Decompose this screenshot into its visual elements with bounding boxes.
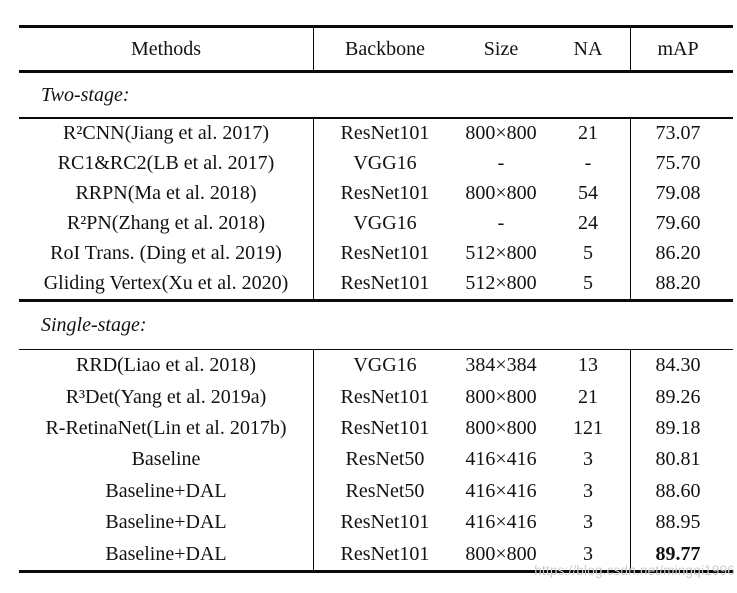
section-label-single-stage: Single-stage: [41,313,147,336]
na-cell: 21 [578,122,598,144]
backbone-cell: ResNet101 [313,538,456,570]
backbone-cell: ResNet101 [313,412,456,445]
table-row: R-RetinaNet(Lin et al. 2017b) ResNet101 … [19,412,733,445]
bottom-rule [19,569,733,573]
section-row-two-stage: Two-stage: [19,73,733,117]
size-cell: 800×800 [465,416,537,439]
table-row: R³Det(Yang et al. 2019a) ResNet101 800×8… [19,381,733,413]
table-row-best: Baseline+DAL ResNet101 800×800 3 89.77 [19,538,733,570]
backbone-cell: ResNet50 [313,475,456,507]
map-cell: 89.18 [630,412,733,445]
na-cell: 24 [578,212,598,234]
column-header-na: NA [573,37,603,60]
table-row: RRPN(Ma et al. 2018) ResNet101 800×800 5… [19,178,733,209]
map-cell: 89.26 [630,381,733,413]
map-cell: 75.70 [630,148,733,179]
size-cell: 800×800 [465,542,537,565]
table-row: Gliding Vertex(Xu et al. 2020) ResNet101… [19,268,733,299]
method-cell: R-RetinaNet(Lin et al. 2017b) [45,416,287,439]
top-rule [19,25,733,28]
csdn-watermark: https://blog.csdn.net/mingqi1996 [534,563,735,578]
table-row: R²PN(Zhang et al. 2018) VGG16 - 24 79.60 [19,208,733,239]
size-cell: 512×800 [465,242,537,264]
two-stage-block: R²CNN(Jiang et al. 2017) ResNet101 800×8… [19,118,733,299]
method-cell: Baseline+DAL [105,511,227,534]
size-cell: - [497,152,505,174]
map-cell: 88.95 [630,506,733,539]
column-header-size: Size [483,37,519,60]
size-cell: 416×416 [465,448,537,471]
na-cell: 13 [578,354,598,377]
size-cell: 800×800 [465,385,537,408]
table-row: R²CNN(Jiang et al. 2017) ResNet101 800×8… [19,118,733,149]
backbone-cell: VGG16 [313,208,456,239]
backbone-cell: VGG16 [313,148,456,179]
na-cell: 5 [583,242,593,264]
na-cell: 3 [583,542,593,565]
mid-rule [19,298,733,302]
method-cell: RC1&RC2(LB et al. 2017) [57,152,275,174]
single-stage-rule [19,348,733,350]
column-header-map: mAP [630,28,733,70]
table-header-row: Methods Backbone Size NA mAP [19,28,733,70]
size-cell: 384×384 [465,354,537,377]
backbone-cell: ResNet101 [313,238,456,269]
backbone-cell: VGG16 [313,350,456,382]
na-cell: 54 [578,182,598,204]
na-cell: 3 [583,511,593,534]
backbone-cell: ResNet50 [313,444,456,476]
two-stage-rule [19,117,733,119]
size-cell: - [497,212,505,234]
table-row: Baseline ResNet50 416×416 3 80.81 [19,444,733,476]
backbone-cell: ResNet101 [313,381,456,413]
size-cell: 800×800 [465,122,537,144]
method-cell: RoI Trans. (Ding et al. 2019) [50,242,282,264]
map-cell: 80.81 [630,444,733,476]
table-row: RRD(Liao et al. 2018) VGG16 384×384 13 8… [19,350,733,382]
backbone-cell: ResNet101 [313,118,456,149]
table-row: Baseline+DAL ResNet50 416×416 3 88.60 [19,475,733,507]
map-cell: 79.08 [630,178,733,209]
method-cell: Baseline+DAL [105,479,227,502]
method-cell: Gliding Vertex(Xu et al. 2020) [43,272,289,294]
column-header-methods: Methods [131,37,201,60]
size-cell: 416×416 [465,479,537,502]
na-cell: 5 [583,272,593,294]
section-row-single-stage: Single-stage: [19,302,733,349]
map-cell: 86.20 [630,238,733,269]
single-stage-block: RRD(Liao et al. 2018) VGG16 384×384 13 8… [19,350,733,570]
na-cell: 21 [578,385,598,408]
size-cell: 512×800 [465,272,537,294]
map-cell: 88.20 [630,268,733,299]
section-label-two-stage: Two-stage: [41,83,130,106]
map-cell-best: 89.77 [630,538,733,570]
method-cell: Baseline+DAL [105,542,227,565]
backbone-cell: ResNet101 [313,178,456,209]
na-cell: - [584,152,592,174]
map-cell: 73.07 [630,118,733,149]
method-cell: R²CNN(Jiang et al. 2017) [63,122,269,144]
method-cell: Baseline [131,448,201,471]
size-cell: 416×416 [465,511,537,534]
header-rule [19,70,733,73]
method-cell: R³Det(Yang et al. 2019a) [65,385,267,408]
backbone-cell: ResNet101 [313,506,456,539]
backbone-cell: ResNet101 [313,268,456,299]
map-cell: 79.60 [630,208,733,239]
table-row: Baseline+DAL ResNet101 416×416 3 88.95 [19,506,733,539]
size-cell: 800×800 [465,182,537,204]
column-header-backbone: Backbone [313,28,456,70]
table-row: RoI Trans. (Ding et al. 2019) ResNet101 … [19,238,733,269]
na-cell: 3 [583,479,593,502]
method-cell: RRD(Liao et al. 2018) [76,354,256,377]
results-table: Methods Backbone Size NA mAP Two-stage: … [19,25,733,573]
map-cell: 84.30 [630,350,733,382]
method-cell: R²PN(Zhang et al. 2018) [66,212,266,234]
map-cell: 88.60 [630,475,733,507]
method-cell: RRPN(Ma et al. 2018) [75,182,257,204]
na-cell: 121 [573,416,603,439]
table-row: RC1&RC2(LB et al. 2017) VGG16 - - 75.70 [19,148,733,179]
na-cell: 3 [583,448,593,471]
